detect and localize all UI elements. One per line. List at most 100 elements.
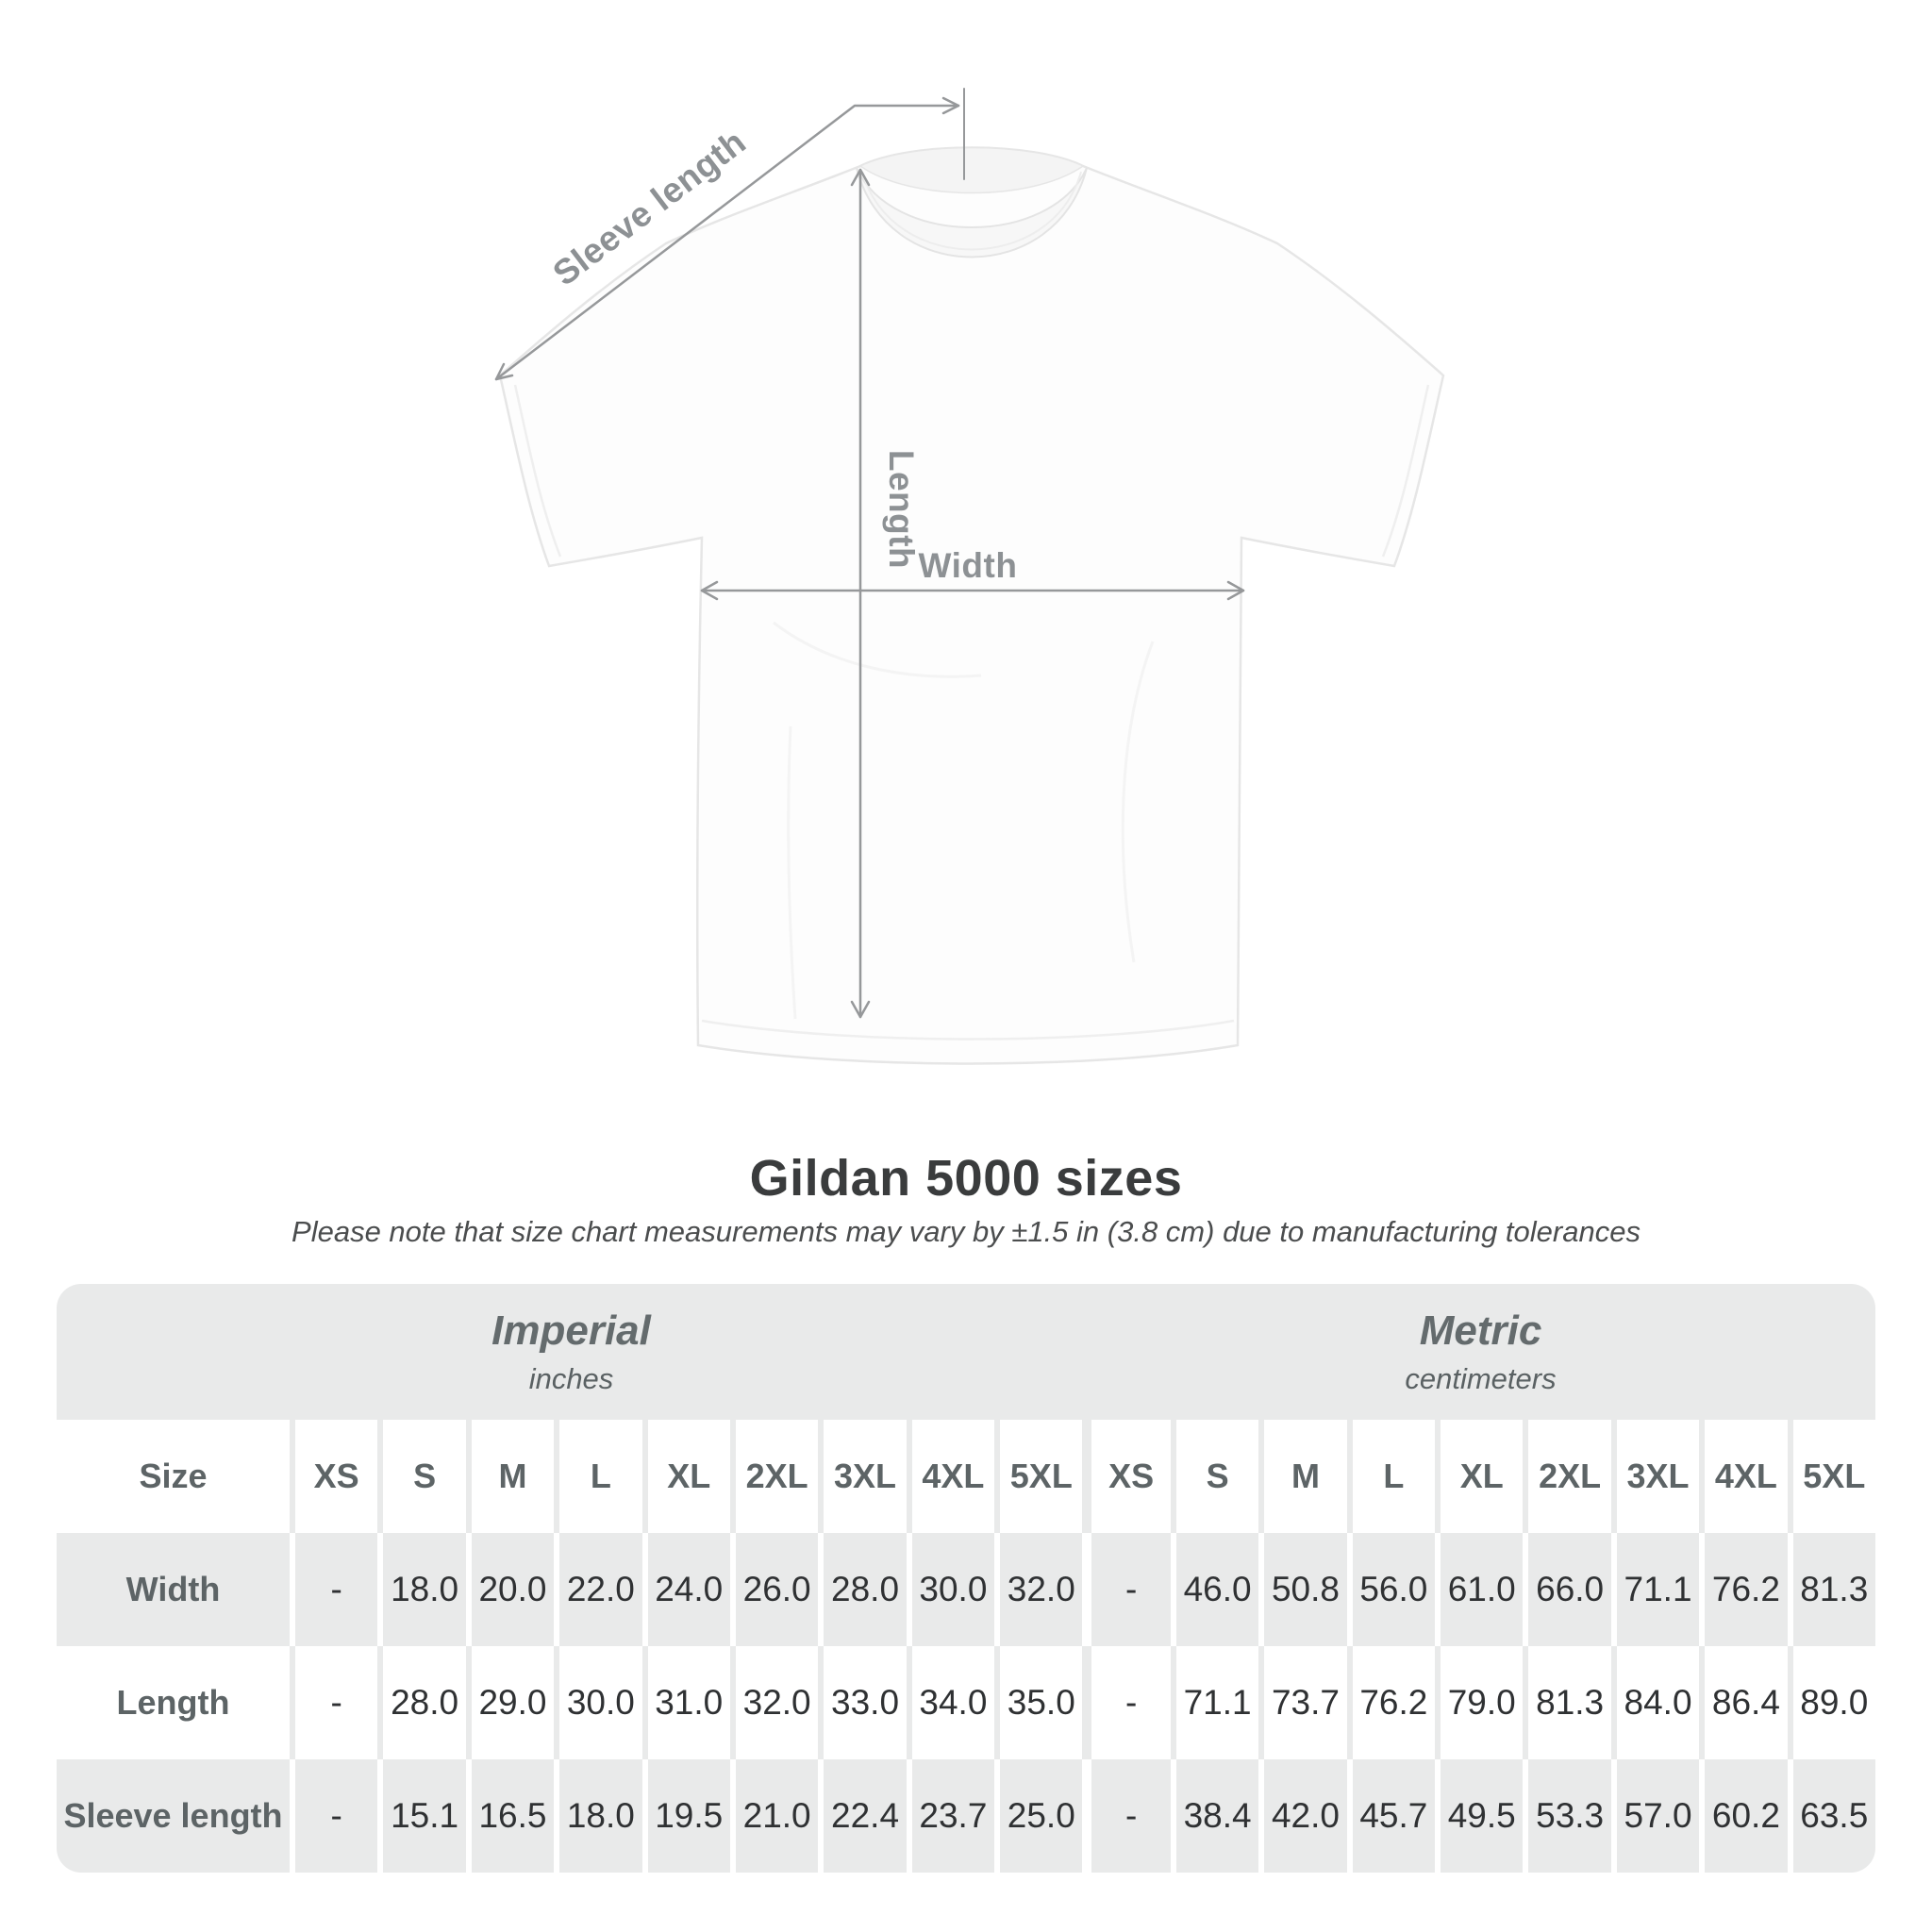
width-label: Width — [919, 546, 1018, 585]
hem-stitch — [701, 1019, 1235, 1041]
imperial-unit-label: inches — [528, 1362, 614, 1395]
value-cell: 22.4 — [818, 1759, 907, 1873]
value-cell: 53.3 — [1523, 1759, 1611, 1873]
value-cell: 30.0 — [906, 1533, 995, 1646]
tshirt-body — [498, 146, 1445, 1065]
value-cell: 23.7 — [906, 1759, 995, 1873]
value-cell: 56.0 — [1346, 1533, 1436, 1646]
collar-stitch — [861, 171, 1082, 251]
value-cell: 63.5 — [1787, 1759, 1875, 1873]
value-cell: 18.0 — [377, 1533, 466, 1646]
value-cell: 81.3 — [1787, 1533, 1875, 1646]
tshirt-measurement-diagram: Sleeve length Length Width — [494, 88, 1445, 1065]
value-cell: 28.0 — [377, 1646, 466, 1759]
tolerance-note: Please note that size chart measurements… — [291, 1215, 1641, 1248]
metric-unit-label: centimeters — [1405, 1362, 1557, 1395]
imperial-label: Imperial — [491, 1307, 651, 1354]
value-cell: 24.0 — [641, 1533, 730, 1646]
value-cell: 34.0 — [906, 1646, 995, 1759]
value-cell: 73.7 — [1258, 1646, 1347, 1759]
tshirt-back-collar — [858, 146, 1085, 194]
value-cell: 19.5 — [641, 1759, 730, 1873]
size-header-imperial-m: M — [465, 1420, 555, 1533]
value-cell: 71.1 — [1610, 1533, 1700, 1646]
size-header-imperial-l: L — [554, 1420, 642, 1533]
size-header-imperial-s: S — [377, 1420, 466, 1533]
value-cell: 33.0 — [818, 1646, 907, 1759]
value-cell: - — [1082, 1533, 1171, 1646]
value-cell: 57.0 — [1610, 1759, 1700, 1873]
value-cell: 20.0 — [465, 1533, 555, 1646]
metric-group-header: Metric centimeters — [1086, 1284, 1875, 1420]
size-header-imperial-5xl: 5XL — [994, 1420, 1083, 1533]
page-title: Gildan 5000 sizes — [749, 1150, 1183, 1207]
length-label: Length — [882, 450, 921, 569]
fabric-creases — [773, 621, 1155, 1020]
dimension-lines — [494, 88, 1245, 1019]
tshirt-collar-band — [856, 167, 1088, 258]
size-header-metric-s: S — [1170, 1420, 1259, 1533]
size-header-imperial-2xl: 2XL — [729, 1420, 819, 1533]
value-cell: 31.0 — [641, 1646, 730, 1759]
value-cell: 66.0 — [1523, 1533, 1611, 1646]
value-cell: 50.8 — [1258, 1533, 1347, 1646]
value-cell: 76.2 — [1346, 1646, 1436, 1759]
size-header-metric-2xl: 2XL — [1523, 1420, 1611, 1533]
row-label: Length — [57, 1646, 290, 1759]
value-cell: - — [290, 1759, 378, 1873]
value-cell: 18.0 — [554, 1759, 642, 1873]
metric-label: Metric — [1419, 1307, 1542, 1354]
value-cell: - — [1082, 1759, 1171, 1873]
row-label: Width — [57, 1533, 290, 1646]
imperial-group-header: Imperial inches — [57, 1284, 1086, 1420]
size-header-imperial-xs: XS — [290, 1420, 378, 1533]
size-header-metric-l: L — [1346, 1420, 1436, 1533]
value-cell: - — [290, 1533, 378, 1646]
size-header-metric-4xl: 4XL — [1699, 1420, 1788, 1533]
value-cell: 81.3 — [1523, 1646, 1611, 1759]
value-cell: 86.4 — [1699, 1646, 1788, 1759]
row-label: Sleeve length — [57, 1759, 290, 1873]
value-cell: 79.0 — [1435, 1646, 1524, 1759]
size-header-metric-3xl: 3XL — [1610, 1420, 1700, 1533]
value-cell: 89.0 — [1787, 1646, 1875, 1759]
value-cell: - — [1082, 1646, 1171, 1759]
value-cell: 32.0 — [729, 1646, 819, 1759]
length-arrow — [850, 168, 871, 1019]
size-header-metric-xs: XS — [1082, 1420, 1171, 1533]
width-arrow — [700, 580, 1245, 601]
value-cell: 32.0 — [994, 1533, 1083, 1646]
value-cell: 71.1 — [1170, 1646, 1259, 1759]
value-cell: - — [290, 1646, 378, 1759]
unit-header-band: Imperial inches Metric centimeters — [57, 1284, 1875, 1420]
value-cell: 45.7 — [1346, 1759, 1436, 1873]
value-cell: 60.2 — [1699, 1759, 1788, 1873]
value-cell: 25.0 — [994, 1759, 1083, 1873]
value-cell: 21.0 — [729, 1759, 819, 1873]
value-cell: 16.5 — [465, 1759, 555, 1873]
size-header-imperial-3xl: 3XL — [818, 1420, 907, 1533]
size-header-metric-xl: XL — [1435, 1420, 1524, 1533]
size-table: Imperial inches Metric centimeters Size X… — [57, 1284, 1875, 1873]
value-cell: 46.0 — [1170, 1533, 1259, 1646]
size-column-header: Size — [57, 1420, 290, 1533]
value-cell: 22.0 — [554, 1533, 642, 1646]
value-cell: 61.0 — [1435, 1533, 1524, 1646]
value-cell: 15.1 — [377, 1759, 466, 1873]
size-header-metric-5xl: 5XL — [1787, 1420, 1875, 1533]
left-cuff-stitch — [513, 384, 562, 558]
value-cell: 38.4 — [1170, 1759, 1259, 1873]
size-header-imperial-4xl: 4XL — [906, 1420, 995, 1533]
value-cell: 35.0 — [994, 1646, 1083, 1759]
value-cell: 26.0 — [729, 1533, 819, 1646]
value-cell: 49.5 — [1435, 1759, 1524, 1873]
right-cuff-stitch — [1381, 384, 1430, 558]
sleeve-length-arrow — [494, 88, 965, 381]
size-header-imperial-xl: XL — [641, 1420, 730, 1533]
size-header-metric-m: M — [1258, 1420, 1347, 1533]
value-cell: 28.0 — [818, 1533, 907, 1646]
value-cell: 30.0 — [554, 1646, 642, 1759]
value-cell: 84.0 — [1610, 1646, 1700, 1759]
size-table-grid: Size XS S M L XL 2XL 3XL 4XL 5XL XS S M L XL 2XL 3XL 4XL 5… — [57, 1420, 1875, 1873]
